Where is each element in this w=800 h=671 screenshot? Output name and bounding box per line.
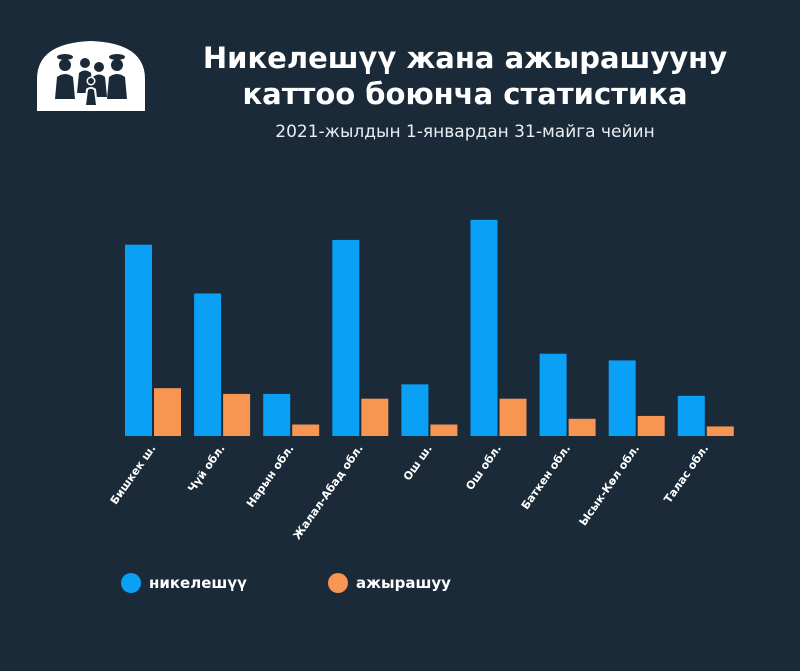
- x-tick-label-4: Ош ш.: [401, 442, 435, 483]
- bar-divorce-5: [499, 398, 527, 436]
- bar-divorce-1: [223, 393, 251, 436]
- legend-label-divorce: ажырашуу: [356, 574, 451, 592]
- bar-marriage-0: [125, 244, 152, 436]
- bar-divorce-3: [361, 398, 389, 436]
- x-tick-label-2: Нарын обл.: [244, 442, 297, 510]
- bar-marriage-1: [194, 293, 222, 436]
- page-subtitle: 2021-жылдын 1-январдан 31-майга чейин: [275, 122, 655, 142]
- page-title: Никелешүү жана ажырашууну каттоо боюнча …: [165, 40, 765, 112]
- bar-divorce-8: [706, 426, 734, 436]
- bar-marriage-2: [263, 393, 291, 436]
- x-tick-label-0: Бишкек ш.: [108, 442, 159, 507]
- x-tick-label-8: Талас обл.: [661, 442, 711, 505]
- family-logo-icon: [37, 41, 145, 111]
- bar-marriage-5: [470, 219, 498, 436]
- legend-item-marriage: никелешүү: [121, 573, 247, 593]
- legend-swatch-marriage: [121, 573, 141, 593]
- bar-marriage-4: [401, 384, 429, 436]
- legend-label-marriage: никелешүү: [149, 574, 247, 592]
- bar-divorce-6: [568, 418, 596, 436]
- bar-marriage-7: [608, 360, 636, 436]
- bar-marriage-8: [677, 395, 705, 436]
- x-tick-label-1: Чүй обл.: [185, 442, 227, 495]
- bar-divorce-4: [430, 424, 458, 436]
- bar-marriage-6: [539, 353, 567, 436]
- x-tick-label-3: Жалал-Абад обл.: [290, 442, 365, 542]
- bar-divorce-7: [637, 415, 665, 436]
- x-tick-label-5: Ош обл.: [463, 442, 504, 492]
- title-line-2: каттоо боюнча статистика: [242, 77, 688, 111]
- legend-item-divorce: ажырашуу: [328, 573, 451, 593]
- bar-divorce-0: [154, 388, 181, 436]
- bar-marriage-3: [332, 239, 360, 436]
- bar-divorce-2: [292, 424, 320, 436]
- x-tick-label-6: Баткен обл.: [519, 442, 573, 512]
- title-line-1: Никелешүү жана ажырашууну: [202, 41, 728, 75]
- x-tick-label-7: Ысык-Көл обл.: [577, 442, 643, 528]
- legend-swatch-divorce: [328, 573, 348, 593]
